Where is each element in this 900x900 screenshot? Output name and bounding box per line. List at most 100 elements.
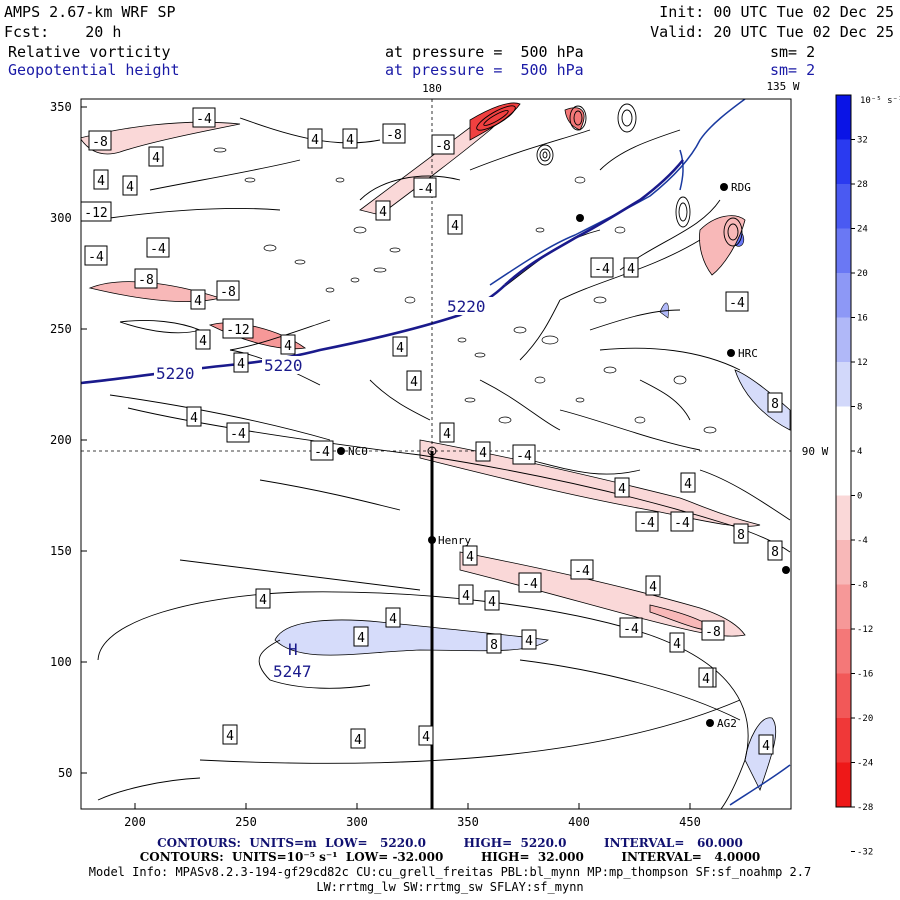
vorticity-label-box	[80, 201, 112, 222]
vorticity-label-box	[350, 728, 366, 749]
vorticity-label-box	[190, 289, 206, 310]
y-tick-label: 100	[50, 655, 72, 669]
height-label: 5220	[156, 364, 195, 383]
vorticity-label: -12	[84, 206, 107, 221]
vorticity-label-box	[310, 440, 334, 461]
valid-time: Valid: 20 UTC Tue 02 Dec 25	[650, 23, 894, 41]
field2-name: Geopotential height	[8, 61, 180, 79]
vorticity-label-box	[222, 318, 254, 339]
vorticity-label-box	[486, 633, 502, 654]
vorticity-label: 8	[771, 397, 779, 412]
vorticity-label: 4	[422, 730, 430, 745]
vorticity-label-box	[88, 130, 112, 151]
vorticity-label-box	[226, 422, 250, 443]
vorticity-label: -4	[574, 564, 590, 579]
vorticity-label: 4	[627, 262, 635, 277]
vorticity-label-box	[758, 734, 774, 755]
footer-model-info-2: LW:rrtmg_lw SW:rrtmg_sw SFLAY:sf_mynn	[316, 880, 584, 894]
vorticity-label: 4	[396, 341, 404, 356]
vorticity-label-box	[222, 724, 238, 745]
vorticity-label: -12	[226, 323, 249, 338]
x-tick-label: 350	[457, 815, 479, 829]
vorticity-label: 4	[152, 151, 160, 166]
vorticity-label-box	[623, 257, 639, 278]
vorticity-label-box	[93, 169, 109, 190]
vorticity-label: 8	[737, 528, 745, 543]
vorticity-label: 4	[190, 411, 198, 426]
station-label: NCO	[348, 445, 368, 458]
vorticity-label-box	[725, 291, 749, 312]
vorticity-label-box	[458, 584, 474, 605]
lon-label-90w: 90 W	[802, 445, 829, 458]
high-center-letter: H	[288, 640, 298, 659]
vorticity-label: -8	[435, 139, 451, 154]
field1-name: Relative vorticity	[8, 43, 171, 61]
init-time: Init: 00 UTC Tue 02 Dec 25	[659, 3, 894, 21]
x-tick-label: 250	[235, 815, 257, 829]
vorticity-label-box	[195, 329, 211, 350]
vorticity-label: -4	[516, 449, 532, 464]
lon-label-180: 180	[422, 82, 442, 95]
vorticity-label: 4	[649, 580, 657, 595]
vorticity-label-box	[767, 392, 783, 413]
x-tick-label: 300	[346, 815, 368, 829]
vorticity-label-box	[216, 280, 240, 301]
vorticity-label: 4	[462, 589, 470, 604]
vorticity-label: 4	[379, 205, 387, 220]
vorticity-label: -4	[417, 182, 433, 197]
vorticity-label: 4	[488, 595, 496, 610]
vorticity-label-box	[590, 257, 614, 278]
vorticity-label-box	[375, 200, 391, 221]
vorticity-label: 4	[226, 729, 234, 744]
y-tick-label: 350	[50, 100, 72, 114]
vorticity-label-box	[570, 559, 594, 580]
vorticity-label-box	[680, 472, 696, 493]
vorticity-label: 4	[346, 133, 354, 148]
station-label: RDG	[731, 181, 751, 194]
vorticity-label-box	[255, 588, 271, 609]
vorticity-label-box	[475, 441, 491, 462]
y-tick-label: 250	[50, 322, 72, 336]
vorticity-label-box	[701, 620, 725, 641]
vorticity-label: -8	[386, 128, 402, 143]
vorticity-label: 4	[702, 672, 710, 687]
vorticity-label: -8	[220, 285, 236, 300]
vorticity-label-box	[418, 725, 434, 746]
height-labels: 5220 5220 5220 H 5247	[154, 297, 495, 681]
y-tick-label: 300	[50, 211, 72, 225]
vorticity-label-box	[342, 128, 358, 149]
vorticity-label-box	[619, 617, 643, 638]
vorticity-label: 4	[443, 427, 451, 442]
vorticity-label-box	[733, 523, 749, 544]
vorticity-label: 4	[389, 612, 397, 627]
vorticity-label: -4	[623, 622, 639, 637]
vorticity-label-box	[413, 177, 437, 198]
field1-level: at pressure = 500 hPa	[385, 43, 584, 61]
footer-vorticity-contours: CONTOURS: UNITS=10⁻⁵ s⁻¹ LOW= -32.000 HI…	[139, 850, 761, 864]
station-label: HRC	[738, 347, 758, 360]
vorticity-label: 4	[237, 357, 245, 372]
x-axis-labels: 200 250 300 350 400 450	[124, 815, 701, 829]
field2-level: at pressure = 500 hPa	[385, 61, 584, 79]
vorticity-label-box	[518, 572, 542, 593]
vorticity-label-box	[134, 268, 158, 289]
station-label: Henry	[438, 534, 471, 547]
height-label: 5220	[264, 356, 303, 375]
vorticity-label: -4	[594, 262, 610, 277]
vorticity-label: -4	[522, 577, 538, 592]
vorticity-label: 4	[618, 482, 626, 497]
vorticity-label-box	[307, 128, 323, 149]
vorticity-label-box	[280, 334, 296, 355]
vorticity-label-box	[122, 175, 138, 196]
vorticity-label: 4	[357, 631, 365, 646]
vorticity-label-box	[148, 146, 164, 167]
vorticity-label: 4	[673, 637, 681, 652]
vorticity-label-box	[431, 134, 455, 155]
vorticity-label-box	[382, 123, 406, 144]
field1-smoothing: sm= 2	[770, 43, 816, 61]
height-label: 5220	[447, 297, 486, 316]
vorticity-label: 4	[311, 133, 319, 148]
vorticity-label: 4	[97, 174, 105, 189]
vorticity-label: 4	[259, 593, 267, 608]
